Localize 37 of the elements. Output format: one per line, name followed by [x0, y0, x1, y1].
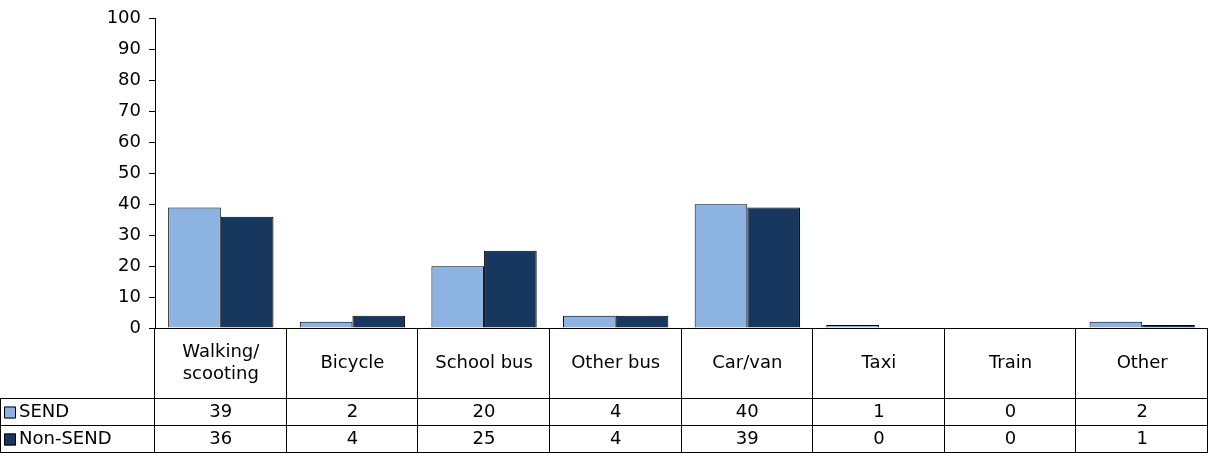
y-tick-label: 70 [118, 99, 141, 121]
data-label: 2 [1136, 400, 1148, 422]
data-label: 20 [472, 400, 496, 422]
y-tick-label: 90 [118, 37, 141, 59]
data-label: 0 [873, 427, 885, 449]
y-tick-label: 50 [118, 161, 141, 183]
y-tick-label: 0 [129, 315, 141, 337]
legend-label: Non-SEND [19, 427, 112, 449]
x-tick-label: Taxi [860, 351, 897, 373]
y-tick-label: 100 [106, 6, 141, 28]
data-label: 39 [209, 400, 233, 422]
legend-label: SEND [19, 400, 70, 422]
data-label: 0 [1004, 400, 1017, 422]
x-tick-label: Bicycle [320, 351, 385, 373]
x-tick-label: Walking/scooting [182, 340, 261, 384]
data-label: 25 [472, 427, 496, 449]
data-label: 2 [346, 400, 359, 422]
y-tick-label: 40 [118, 191, 141, 213]
data-label: 36 [209, 427, 233, 449]
x-tick-label: School bus [435, 351, 533, 373]
data-label: 1 [873, 400, 885, 422]
data-label: 4 [609, 427, 622, 449]
data-label: 39 [735, 427, 759, 449]
y-tick-label: 20 [118, 253, 141, 275]
data-label: 4 [346, 427, 359, 449]
data-label: 4 [609, 400, 622, 422]
x-tick-label: Car/van [712, 351, 783, 373]
y-tick-label: 30 [118, 222, 141, 244]
y-tick-label: 10 [118, 284, 141, 306]
data-label: 0 [1004, 427, 1017, 449]
x-tick-label: Other bus [571, 351, 661, 373]
y-tick-label: 80 [118, 68, 141, 90]
data-label: 40 [735, 400, 759, 422]
data-label: 1 [1136, 427, 1148, 449]
x-tick-label: Other [1116, 351, 1169, 373]
x-tick-label: Train [987, 351, 1033, 373]
y-tick-label: 60 [118, 130, 141, 152]
